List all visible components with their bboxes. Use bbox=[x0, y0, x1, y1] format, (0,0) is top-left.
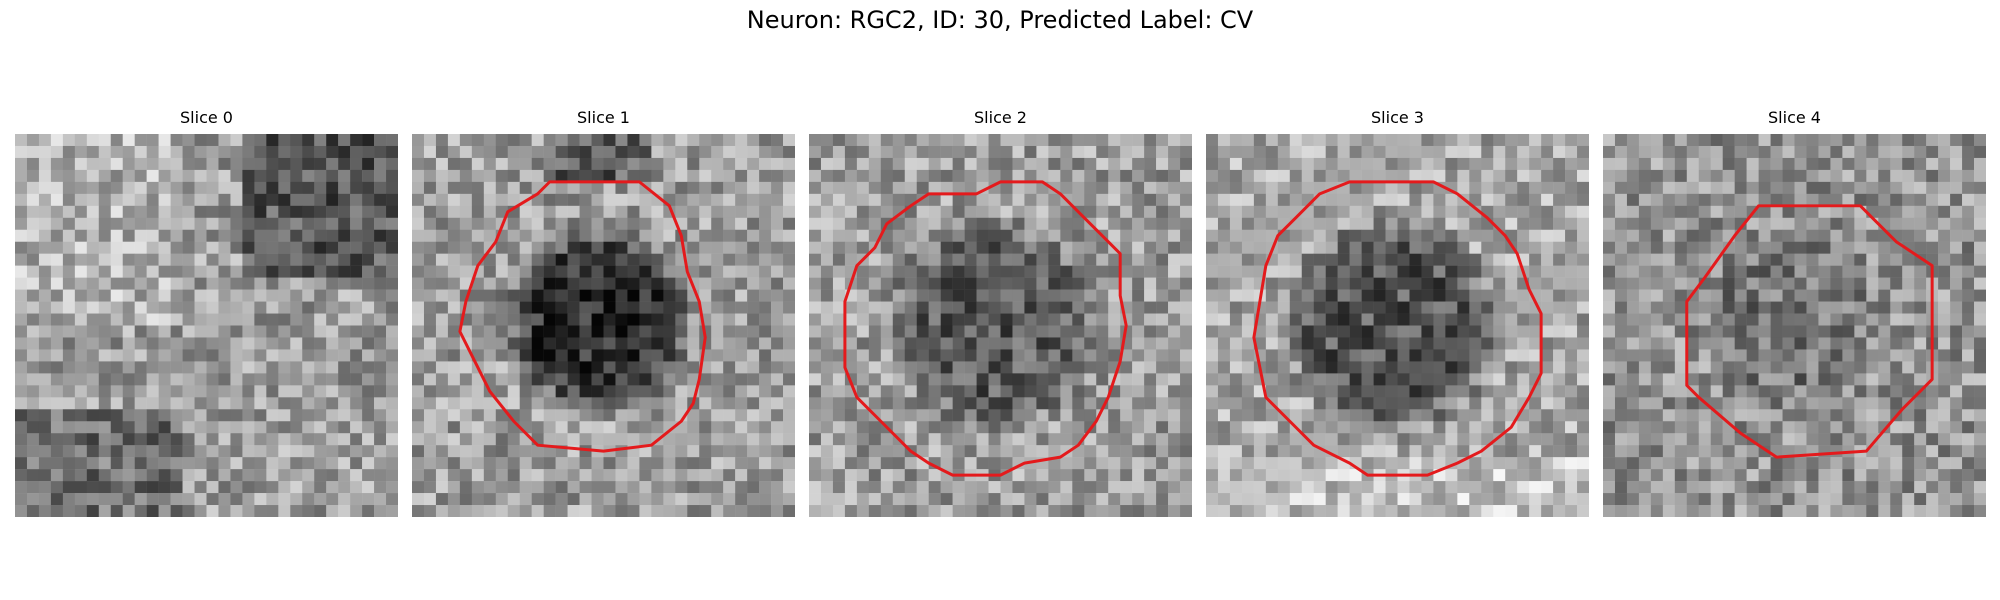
slice-image bbox=[809, 134, 1192, 517]
slice-title: Slice 3 bbox=[1371, 108, 1424, 127]
slice-image bbox=[15, 134, 398, 517]
slice-title: Slice 4 bbox=[1768, 108, 1821, 127]
cell-contour bbox=[458, 180, 707, 453]
slice-title: Slice 2 bbox=[974, 108, 1027, 127]
slice-image bbox=[1206, 134, 1589, 517]
figure-title: Neuron: RGC2, ID: 30, Predicted Label: C… bbox=[746, 6, 1254, 34]
cell-contour bbox=[1252, 180, 1543, 477]
slice-image bbox=[412, 134, 795, 517]
slice-title: Slice 1 bbox=[577, 108, 630, 127]
slice-title: Slice 0 bbox=[180, 108, 233, 127]
slice-image bbox=[1603, 134, 1986, 517]
cell-contour bbox=[1685, 204, 1934, 459]
cell-contour bbox=[843, 180, 1128, 477]
